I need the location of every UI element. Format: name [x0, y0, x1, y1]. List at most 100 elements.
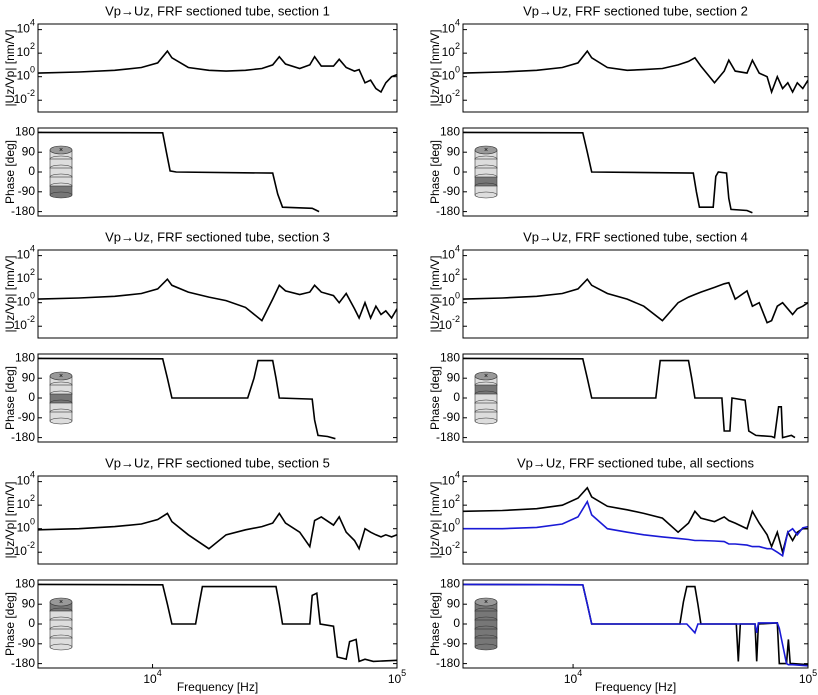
- y-tick-label: 0: [28, 390, 35, 404]
- tick-exponent: 2: [30, 494, 35, 504]
- tick-base: 10: [442, 69, 456, 83]
- y-tick-label: 102: [17, 494, 35, 512]
- y-tick-label: 100: [17, 65, 35, 83]
- y-axis-label: |Uz/Vp| [nm/V]: [428, 30, 442, 107]
- tube-ring: [474, 191, 498, 199]
- plot-frame: [37, 475, 398, 565]
- plot-frame: [462, 127, 809, 217]
- y-tick-label: 104: [17, 18, 35, 36]
- y-tick-label: 180: [15, 125, 35, 139]
- plot-frame: [37, 127, 398, 217]
- y-tick-label: 100: [442, 291, 460, 309]
- y-axis-label: |Uz/Vp| [nm/V]: [3, 482, 17, 559]
- y-tick-label: 10-2: [439, 89, 460, 107]
- tick-base: 10: [799, 672, 813, 686]
- tick-exponent: 5: [812, 668, 817, 678]
- y-tick-label: 180: [15, 351, 35, 365]
- y-tick-label: 10-2: [14, 89, 35, 107]
- y-tick-label: 104: [442, 244, 460, 262]
- tick-base: 10: [388, 672, 402, 686]
- svg-text:×: ×: [59, 147, 63, 154]
- svg-text:×: ×: [59, 373, 63, 380]
- y-axis-label: Phase [deg]: [428, 140, 442, 204]
- y-tick-label: -180: [11, 204, 35, 218]
- plot-frame: [37, 249, 398, 339]
- chart-title: Vp→Uz, FRF sectioned tube, all sections: [517, 455, 754, 470]
- tick-exponent: -2: [27, 89, 35, 99]
- tick-exponent: 0: [30, 291, 35, 301]
- tick-base: 10: [17, 69, 31, 83]
- tube-icon: ×: [474, 371, 498, 425]
- y-tick-label: 180: [440, 125, 460, 139]
- tick-exponent: 4: [455, 470, 460, 480]
- plot-frame: [37, 579, 398, 669]
- y-tick-label: 90: [22, 370, 36, 384]
- y-axis-label: |Uz/Vp| [nm/V]: [428, 256, 442, 333]
- tube-cap: [474, 597, 498, 607]
- y-axis-label: |Uz/Vp| [nm/V]: [3, 256, 17, 333]
- tick-base: 10: [442, 271, 456, 285]
- line-series: [38, 131, 320, 213]
- y-tick-label: 104: [17, 244, 35, 262]
- line-series: [463, 357, 796, 439]
- y-tick-label: -90: [443, 636, 461, 650]
- tick-exponent: 5: [401, 668, 406, 678]
- tick-exponent: -2: [452, 541, 460, 551]
- tick-exponent: -2: [27, 541, 35, 551]
- y-tick-label: -90: [18, 410, 36, 424]
- y-tick-label: 0: [453, 164, 460, 178]
- tube-icon: ×: [474, 145, 498, 199]
- line-series: [38, 277, 397, 322]
- tick-exponent: 4: [30, 18, 35, 28]
- tick-base: 10: [442, 248, 456, 262]
- plot-frame: [37, 23, 398, 113]
- tick-exponent: 0: [30, 517, 35, 527]
- line-series: [38, 511, 397, 551]
- tube-cap: [474, 371, 498, 381]
- tick-exponent: -2: [452, 89, 460, 99]
- tick-exponent: 2: [30, 42, 35, 52]
- tick-base: 10: [442, 45, 456, 59]
- plot-frame: [462, 579, 809, 669]
- tick-base: 10: [442, 474, 456, 488]
- y-axis-label: |Uz/Vp| [nm/V]: [3, 30, 17, 107]
- tick-exponent: 0: [30, 65, 35, 75]
- tick-base: 10: [439, 92, 453, 106]
- y-tick-label: -90: [443, 184, 461, 198]
- tick-exponent: -2: [27, 315, 35, 325]
- y-tick-label: -90: [18, 184, 36, 198]
- line-series: [463, 49, 808, 95]
- plot-frame: [462, 475, 809, 565]
- tick-base: 10: [439, 318, 453, 332]
- tick-base: 10: [143, 672, 157, 686]
- y-tick-label: 102: [17, 268, 35, 286]
- y-axis-label: Phase [deg]: [3, 366, 17, 430]
- y-axis-label: Phase [deg]: [428, 592, 442, 656]
- y-tick-label: 90: [447, 144, 461, 158]
- tube-ring: [49, 417, 73, 425]
- tick-base: 10: [439, 544, 453, 558]
- y-axis-label: |Uz/Vp| [nm/V]: [428, 482, 442, 559]
- y-tick-label: 104: [17, 470, 35, 488]
- line-series: [463, 499, 808, 558]
- plot-frame: [462, 249, 809, 339]
- y-tick-label: 104: [442, 18, 460, 36]
- tick-base: 10: [17, 474, 31, 488]
- tick-base: 10: [14, 92, 28, 106]
- tick-exponent: -2: [452, 315, 460, 325]
- y-tick-label: 180: [440, 577, 460, 591]
- tick-base: 10: [17, 45, 31, 59]
- plot-frame: [462, 353, 809, 443]
- x-tick-label: 104: [564, 668, 582, 686]
- tick-base: 10: [17, 521, 31, 535]
- y-tick-label: -180: [11, 656, 35, 670]
- y-tick-label: 10-2: [14, 541, 35, 559]
- line-series: [38, 583, 397, 663]
- tick-base: 10: [442, 521, 456, 535]
- svg-text:×: ×: [484, 147, 488, 154]
- y-tick-label: -90: [18, 636, 36, 650]
- y-tick-label: -180: [436, 656, 460, 670]
- tick-base: 10: [14, 318, 28, 332]
